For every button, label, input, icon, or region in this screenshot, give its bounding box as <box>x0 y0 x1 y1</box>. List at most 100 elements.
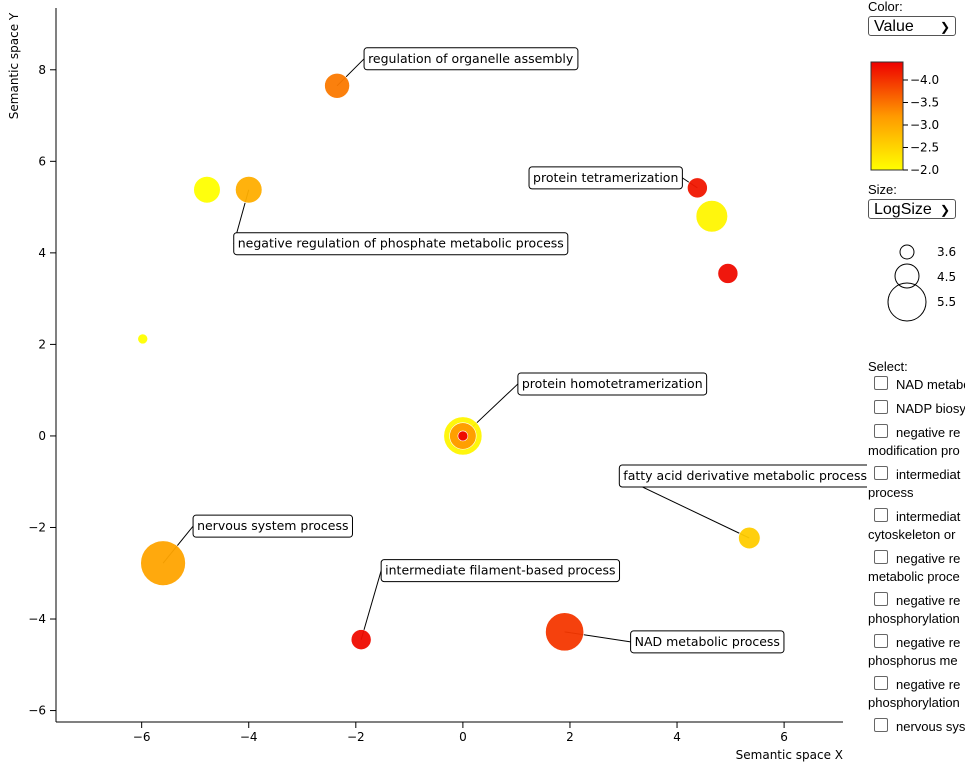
data-point <box>687 177 708 199</box>
leader-line <box>360 570 382 640</box>
select-item[interactable]: intermediat cytoskeleton or <box>868 508 961 542</box>
point-label: protein tetramerization <box>533 170 678 185</box>
data-points <box>137 73 761 652</box>
select-item-label-continued: metabolic proce <box>868 569 960 584</box>
data-point <box>140 540 186 586</box>
data-point <box>137 333 149 345</box>
point-label-box <box>363 47 579 71</box>
size-select[interactable]: LogSize ❯ <box>868 199 956 219</box>
select-item[interactable]: NAD metabo <box>868 376 965 394</box>
select-item-label: NAD metabo <box>896 377 965 392</box>
x-tick-label: −2 <box>347 730 365 744</box>
y-axis-label: Semantic space Y <box>7 12 21 119</box>
point-labels: regulation of organelle assembly negative… <box>192 47 867 654</box>
axes: −6 −4 −2 0 2 4 6 −6 −4 −2 0 2 4 6 8 <box>28 8 843 744</box>
data-point <box>545 612 585 652</box>
point-label: fatty acid derivative metabolic process <box>623 468 867 483</box>
color-select-value: Value <box>874 18 914 35</box>
point-label: nervous system process <box>197 518 348 533</box>
select-checkbox[interactable] <box>874 400 888 414</box>
select-item[interactable]: negative re metabolic proce <box>868 550 961 584</box>
size-legend-label: 4.5 <box>937 270 956 284</box>
select-item-label: NADP biosy <box>896 401 965 416</box>
select-item-label-continued: phosphorylation <box>868 611 960 626</box>
colorbar-tick-label: −3.0 <box>910 118 939 132</box>
colorbar-tick-label: −4.0 <box>910 73 939 87</box>
point-label: regulation of organelle assembly <box>368 51 574 66</box>
y-tick-label: −4 <box>28 612 46 626</box>
select-item-label-continued: phosphorylation <box>868 695 960 710</box>
label-leader-lines <box>162 58 750 643</box>
select-item-label: intermediat <box>896 467 961 482</box>
select-item[interactable]: intermediat process <box>868 466 961 500</box>
data-point <box>350 629 372 650</box>
select-item[interactable]: nervous sys <box>868 718 965 736</box>
x-axis-label: Semantic space X <box>736 748 843 762</box>
select-checkbox[interactable] <box>874 676 888 690</box>
y-tick-label: 2 <box>38 337 46 351</box>
select-item[interactable]: negative re modification pro <box>868 424 961 458</box>
select-checkbox[interactable] <box>874 592 888 606</box>
y-tick-label: −6 <box>28 704 46 718</box>
x-tick-label: 0 <box>459 730 467 744</box>
select-checkbox[interactable] <box>874 424 888 438</box>
select-checkbox[interactable] <box>874 550 888 564</box>
size-legend-label: 3.6 <box>937 245 956 259</box>
data-point <box>193 176 221 204</box>
color-label: Color: <box>868 0 903 14</box>
select-item-label: negative re <box>896 593 961 608</box>
select-checkbox[interactable] <box>874 634 888 648</box>
select-item-label-continued: process <box>868 485 914 500</box>
select-checkbox[interactable] <box>874 466 888 480</box>
select-item-label: negative re <box>896 425 961 440</box>
size-select-value: LogSize <box>874 201 932 218</box>
select-item[interactable]: NADP biosy <box>868 400 965 418</box>
size-legend-circle <box>899 244 915 260</box>
select-item[interactable]: negative re phosphorylation <box>868 592 961 626</box>
size-legend-circle <box>894 263 920 289</box>
select-item-label: negative re <box>896 635 961 650</box>
size-legend-label: 5.5 <box>937 295 956 309</box>
select-item-label-continued: modification pro <box>868 443 960 458</box>
select-label: Select: <box>868 359 908 374</box>
point-label: protein homotetramerization <box>522 376 703 391</box>
select-checkbox[interactable] <box>874 508 888 522</box>
data-point <box>717 263 739 284</box>
data-point <box>457 430 469 442</box>
scatter-plot: −6 −4 −2 0 2 4 6 −6 −4 −2 0 2 4 6 8 regulation of orga… <box>7 8 867 762</box>
color-select[interactable]: Value ❯ <box>868 16 956 36</box>
data-point <box>235 176 263 204</box>
select-item-label: intermediat <box>896 509 961 524</box>
select-item[interactable]: negative re phosphorus me <box>868 634 961 668</box>
chevron-down-icon: ❯ <box>939 20 950 34</box>
point-label: intermediate filament-based process <box>385 563 615 578</box>
point-label-box <box>528 166 683 190</box>
select-checkbox[interactable] <box>874 376 888 390</box>
select-item[interactable]: negative re phosphorylation <box>868 676 960 710</box>
size-legend: 3.6 4.5 5.5 <box>887 244 956 322</box>
y-tick-label: 0 <box>38 429 46 443</box>
y-tick-label: 8 <box>38 63 46 77</box>
point-label-box <box>618 464 867 488</box>
select-item-label: negative re <box>896 551 961 566</box>
point-label-box <box>192 514 353 538</box>
point-label: NAD metabolic process <box>635 634 780 649</box>
colorbar-tick-label: −3.5 <box>910 96 939 110</box>
point-label-box <box>630 630 785 654</box>
y-tick-label: 4 <box>38 246 46 260</box>
size-label: Size: <box>868 182 897 197</box>
colorbar-tick-label: −2.0 <box>910 163 939 176</box>
data-point <box>695 200 728 233</box>
point-label-box <box>233 232 569 256</box>
colorbar-tick-label: −2.5 <box>910 141 939 155</box>
select-checkbox[interactable] <box>874 718 888 732</box>
point-label-box <box>517 372 708 396</box>
select-item-label-continued: phosphorus me <box>868 653 958 668</box>
colorbar <box>870 61 904 171</box>
chevron-down-icon: ❯ <box>939 203 950 217</box>
y-tick-label: −2 <box>28 520 46 534</box>
x-tick-label: 2 <box>566 730 574 744</box>
y-tick-label: 6 <box>38 154 46 168</box>
select-item-label: nervous sys <box>896 719 965 734</box>
size-legend-circle <box>887 282 927 322</box>
